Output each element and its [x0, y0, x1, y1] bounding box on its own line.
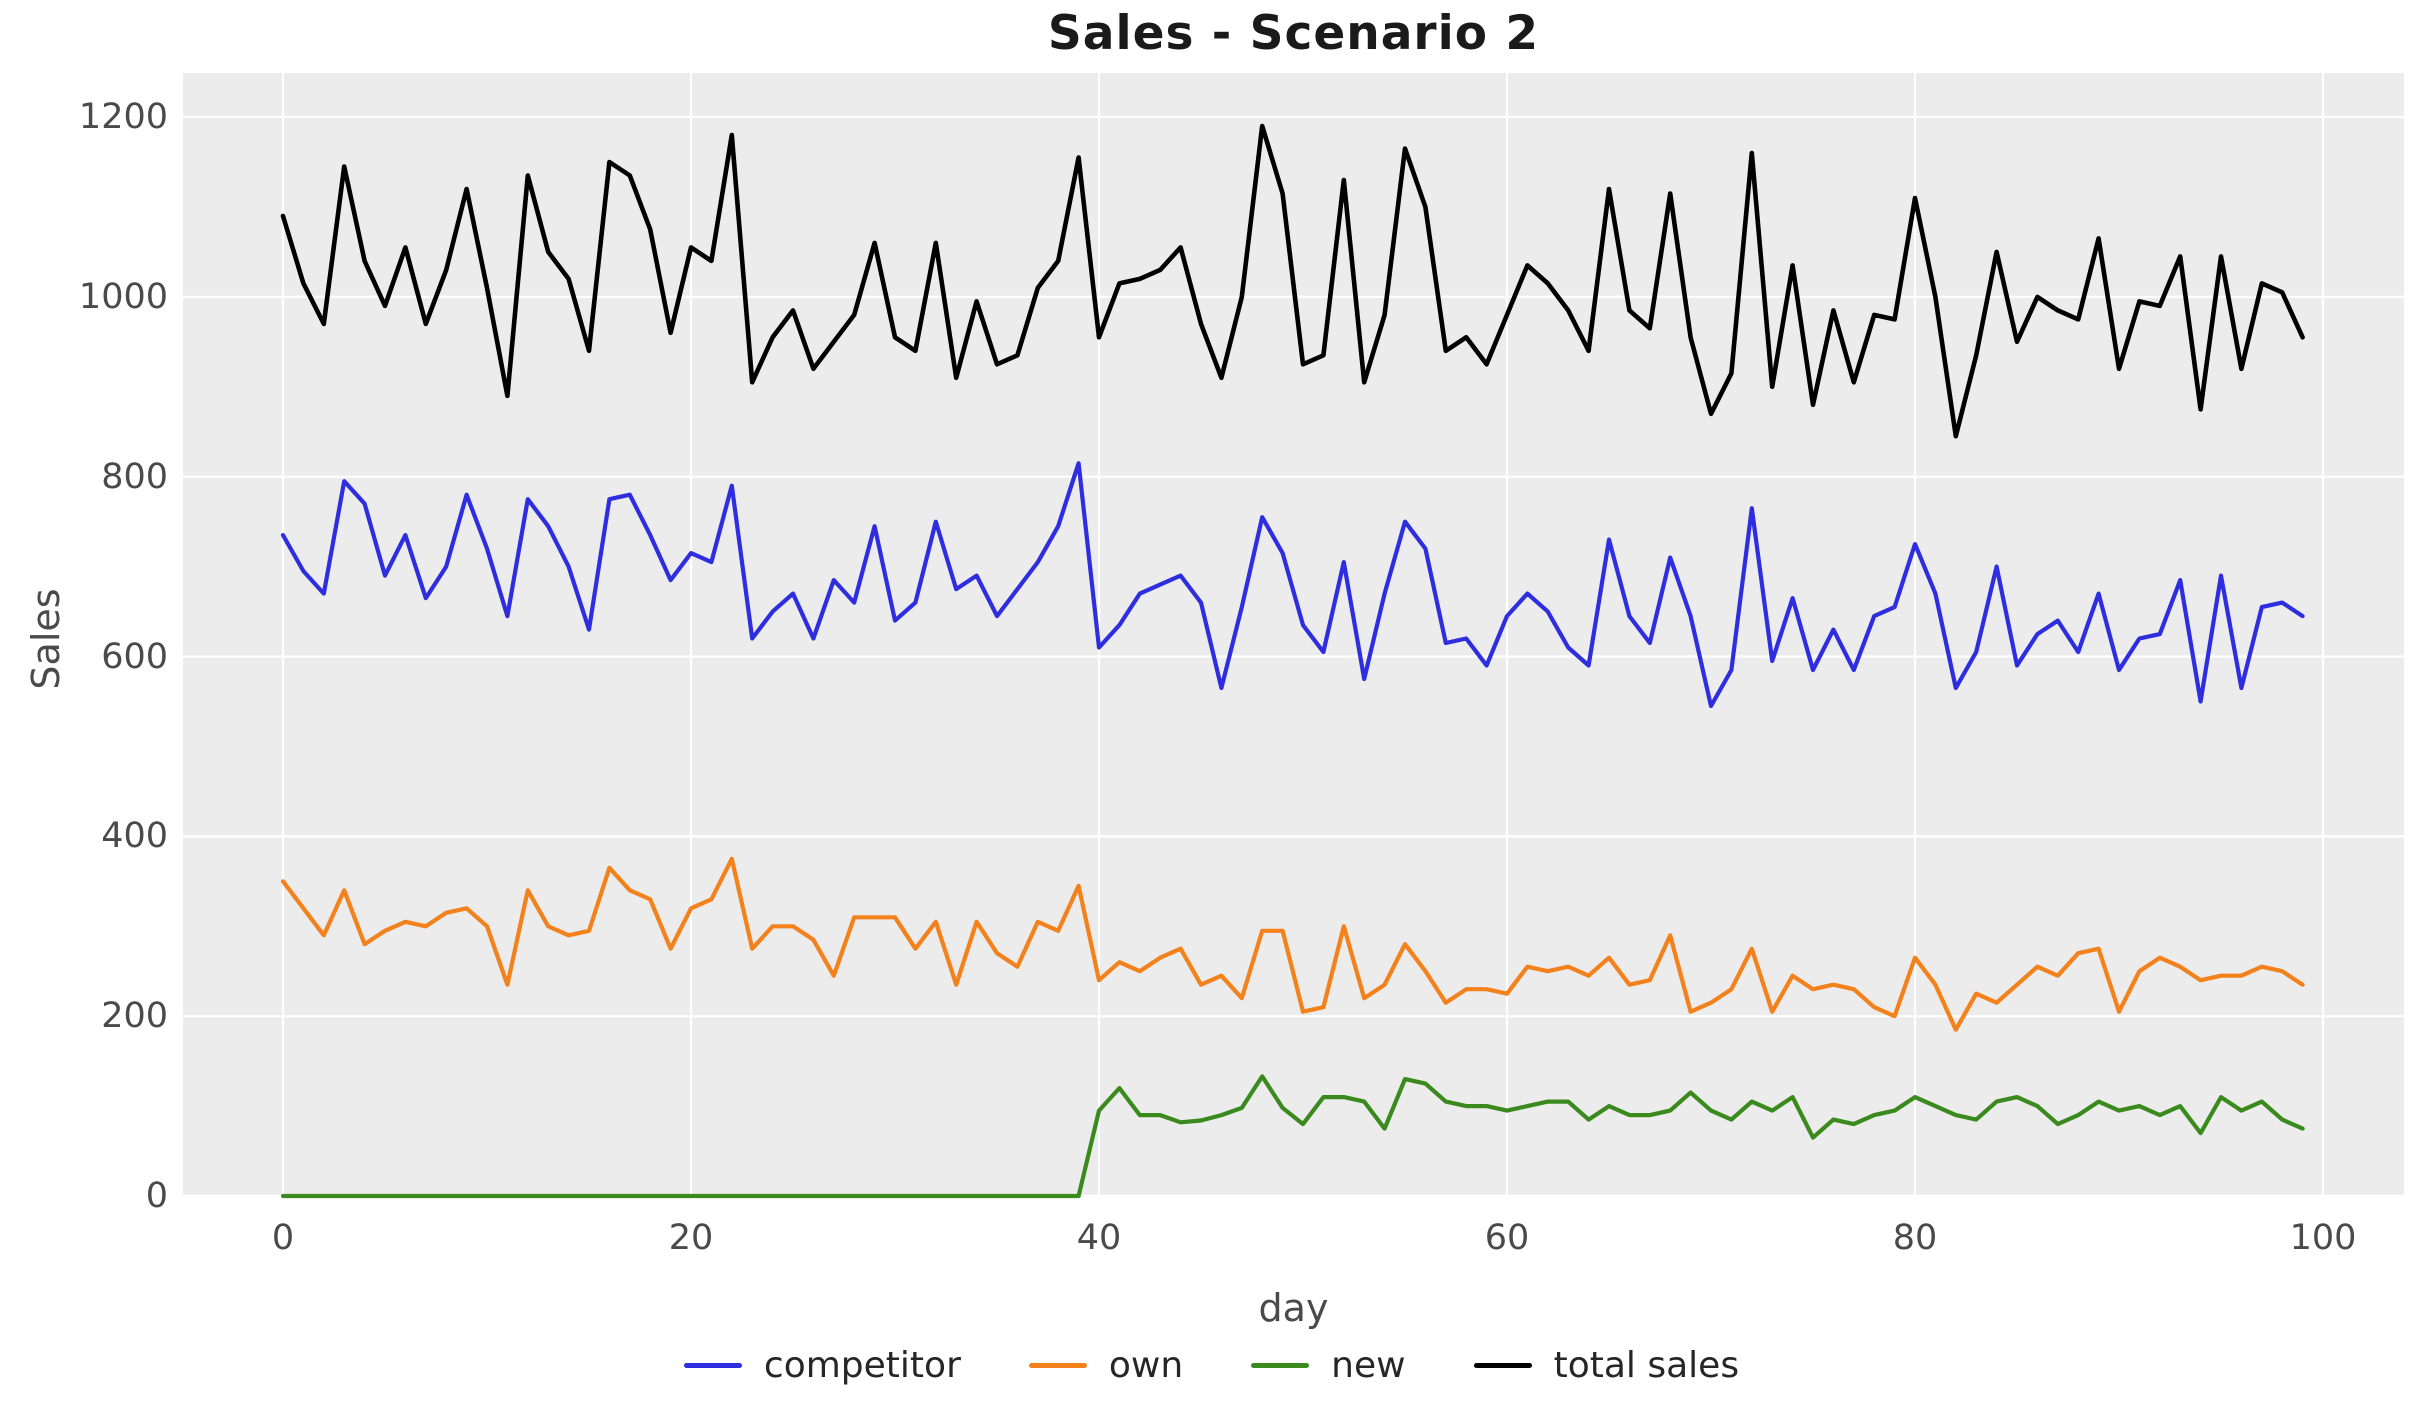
y-axis-label: Sales — [24, 588, 68, 690]
x-tick-label: 80 — [1892, 1218, 1938, 1258]
y-tick-label: 800 — [101, 456, 168, 497]
legend-label: new — [1331, 1344, 1406, 1386]
y-tick-label: 400 — [101, 816, 168, 857]
x-tick-label: 60 — [1484, 1218, 1530, 1258]
y-tick-label: 200 — [101, 996, 168, 1037]
y-tick-label: 1200 — [78, 97, 168, 138]
legend-item-own: own — [1028, 1344, 1184, 1386]
legend-label: total sales — [1553, 1344, 1740, 1386]
legend-swatch-icon — [1473, 1362, 1532, 1368]
chart-title: Sales - Scenario 2 — [1047, 6, 1540, 61]
plot-background — [183, 73, 2404, 1196]
y-tick-label: 0 — [145, 1176, 168, 1216]
y-tick-label: 600 — [101, 636, 168, 677]
legend: competitor own new total sales — [0, 1336, 2423, 1394]
series-line-total-sales — [280, 123, 2305, 439]
x-tick-label: 0 — [271, 1218, 295, 1258]
series-line-own — [280, 856, 2305, 1032]
x-tick-label: 100 — [2289, 1218, 2357, 1258]
legend-item-total-sales: total sales — [1473, 1344, 1740, 1386]
x-tick-label: 40 — [1076, 1218, 1122, 1258]
series-line-competitor — [280, 461, 2305, 709]
legend-label: competitor — [763, 1344, 961, 1386]
legend-swatch-icon — [1251, 1362, 1310, 1368]
legend-swatch-icon — [1028, 1362, 1087, 1368]
x-axis-label: day — [1258, 1286, 1329, 1330]
series-line-new — [280, 1074, 2305, 1199]
legend-label: own — [1108, 1344, 1184, 1386]
legend-item-new: new — [1251, 1344, 1406, 1386]
legend-swatch-icon — [683, 1362, 742, 1368]
x-tick-label: 20 — [668, 1218, 714, 1258]
y-tick-label: 1000 — [78, 276, 168, 317]
legend-item-competitor: competitor — [683, 1344, 961, 1386]
